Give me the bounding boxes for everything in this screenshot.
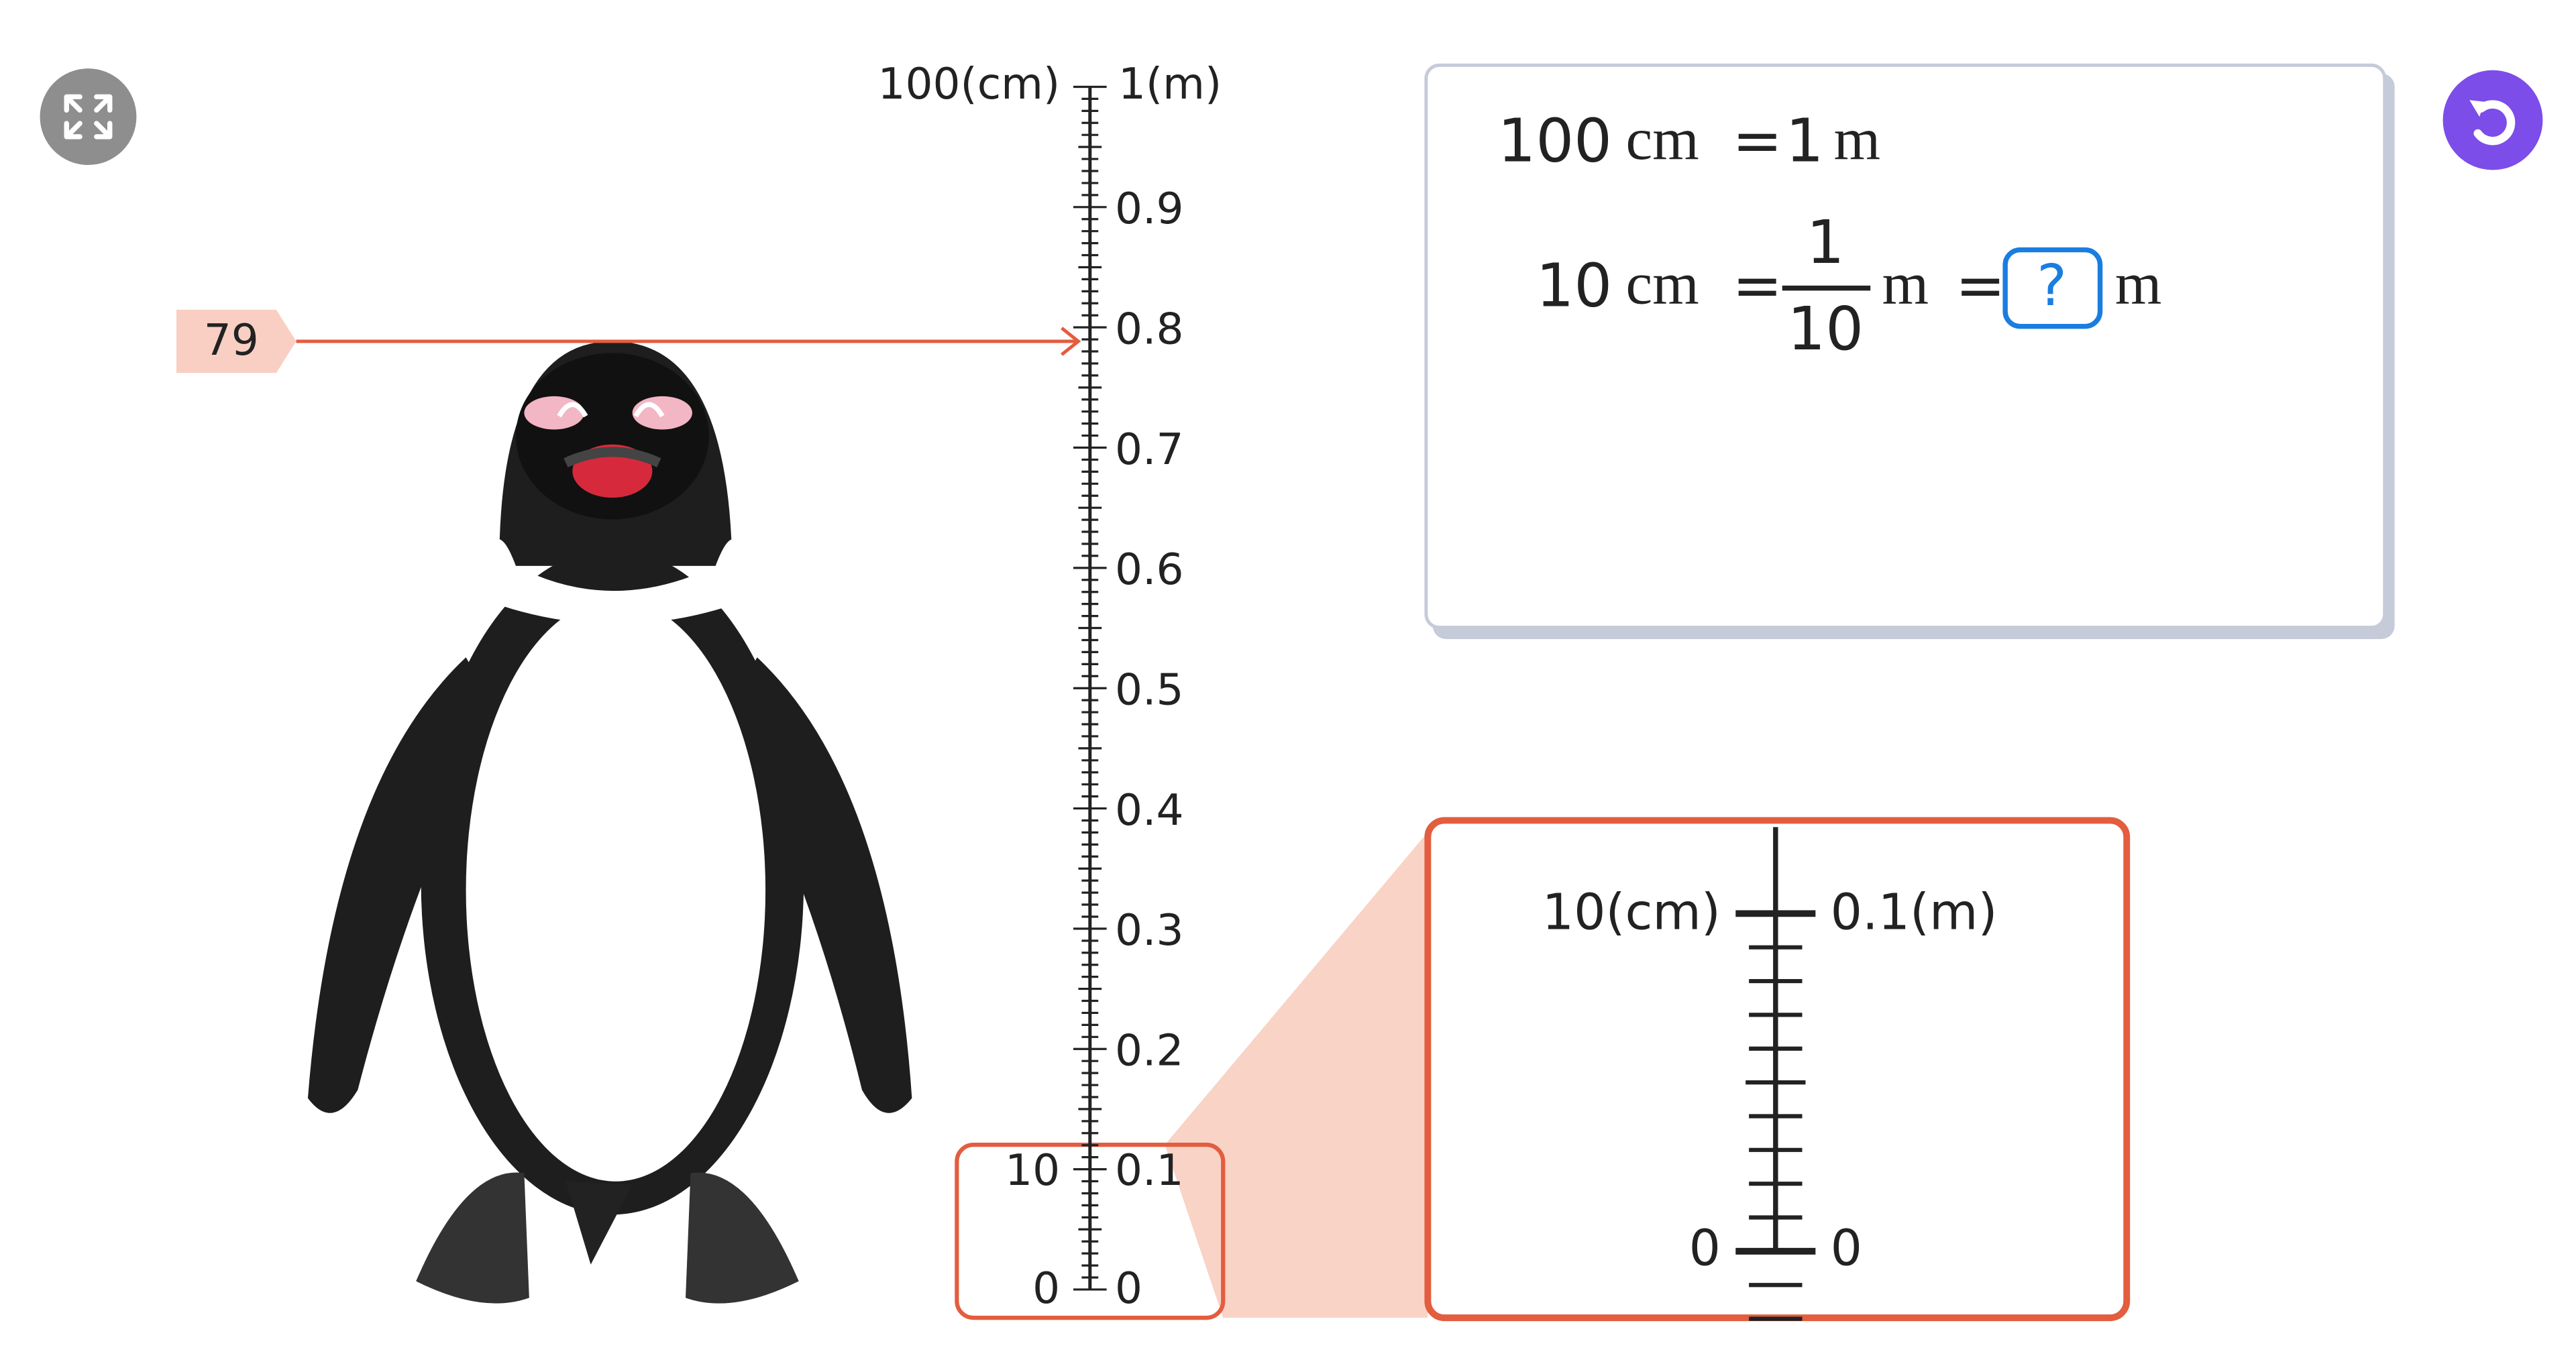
ruler-m-label: 0.4 [1115,785,1184,836]
ruler-m-label: 0.8 [1115,304,1184,354]
answer-box[interactable]: ? [2002,247,2103,329]
ruler-m-label: 0.2 [1115,1026,1184,1076]
zoom-m-zero: 0 [1831,1218,1862,1277]
formula-text: m [1834,106,1880,172]
formula-text: m [2115,251,2161,317]
ruler-m-ten: 0.1 [1115,1145,1184,1196]
zoom-cm-label: 10(cm) [1542,882,1721,941]
reset-button[interactable] [2443,70,2543,170]
ruler-m-label: 0.3 [1115,905,1184,956]
fraction-denominator: 10 [1787,294,1864,364]
penguin [307,341,912,1304]
zoom-connector [1165,832,1428,1318]
zoom-ruler [1735,827,1816,1321]
formula-text: m [1882,251,1929,317]
ruler-m-label: 0.5 [1115,665,1184,715]
answer-placeholder: ? [2037,253,2067,319]
ruler-m-zero: 0 [1115,1263,1142,1314]
formula-text: cm [1626,106,1699,172]
fraction-numerator: 1 [1807,208,1845,278]
ruler-cm-zero: 0 [1032,1263,1060,1314]
ruler-m-top: 1(m) [1118,59,1222,109]
zoom-m-label: 0.1(m) [1831,882,1998,941]
height-marker: 79 [176,309,1081,374]
formula-box [1424,63,2387,630]
expand-button[interactable] [40,68,137,166]
ruler-m-label: 0.9 [1115,184,1184,234]
formula-text: = [1732,251,1782,321]
ruler-m-label: 0.6 [1115,545,1184,595]
formula-text: = [1732,107,1782,176]
formula-text: = [1955,251,2006,321]
formula-text: 100 [1498,107,1612,176]
marker-label: 79 [204,315,259,365]
formula-text: 1 [1786,107,1824,176]
formula-text: cm [1626,251,1699,317]
ruler-cm-ten: 10 [1005,1145,1060,1196]
ruler-m-label: 0.7 [1115,424,1184,475]
ruler [1073,85,1107,1291]
formula-text: 10 [1536,251,1613,321]
zoom-cm-zero: 0 [1689,1218,1721,1277]
ruler-cm-top: 100(cm) [877,59,1060,109]
